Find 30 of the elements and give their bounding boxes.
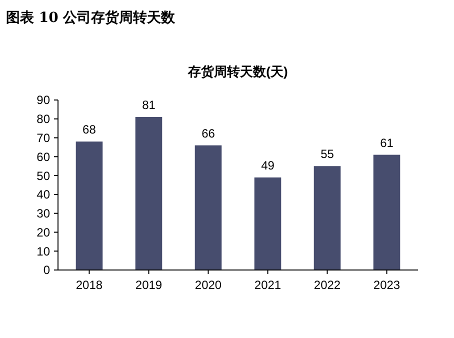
chart-title: 图表 10 公司存货周转天数 <box>6 10 176 26</box>
y-tick-label: 10 <box>36 244 50 258</box>
data-label: 55 <box>320 147 334 162</box>
data-label: 61 <box>380 136 394 150</box>
bar <box>76 142 103 270</box>
y-tick-label: 20 <box>36 225 50 240</box>
x-tick-label: 2021 <box>254 278 282 292</box>
y-tick-label: 90 <box>36 93 50 108</box>
x-tick-label: 2018 <box>76 278 103 292</box>
data-label: 81 <box>142 98 156 112</box>
x-tick-label: 2020 <box>194 278 222 292</box>
y-tick-label: 80 <box>36 112 50 126</box>
bar <box>254 177 282 270</box>
x-tick-label: 2019 <box>135 278 162 292</box>
chart-subtitle: 存货周转天数(天) <box>187 64 288 79</box>
x-tick-label: 2022 <box>314 278 341 292</box>
y-tick-label: 30 <box>36 206 50 221</box>
y-tick-label: 0 <box>43 263 50 278</box>
y-tick-label: 40 <box>36 188 50 202</box>
bar <box>135 117 162 270</box>
y-tick-label: 60 <box>36 150 50 164</box>
y-tick-label: 70 <box>36 130 50 145</box>
y-tick-label: 50 <box>36 168 50 183</box>
bar <box>373 154 400 270</box>
bar <box>194 145 222 270</box>
x-tick-label: 2023 <box>373 278 400 292</box>
data-label: 68 <box>82 122 96 137</box>
data-label: 66 <box>202 126 216 140</box>
bar <box>314 166 341 270</box>
data-label: 49 <box>261 158 275 172</box>
